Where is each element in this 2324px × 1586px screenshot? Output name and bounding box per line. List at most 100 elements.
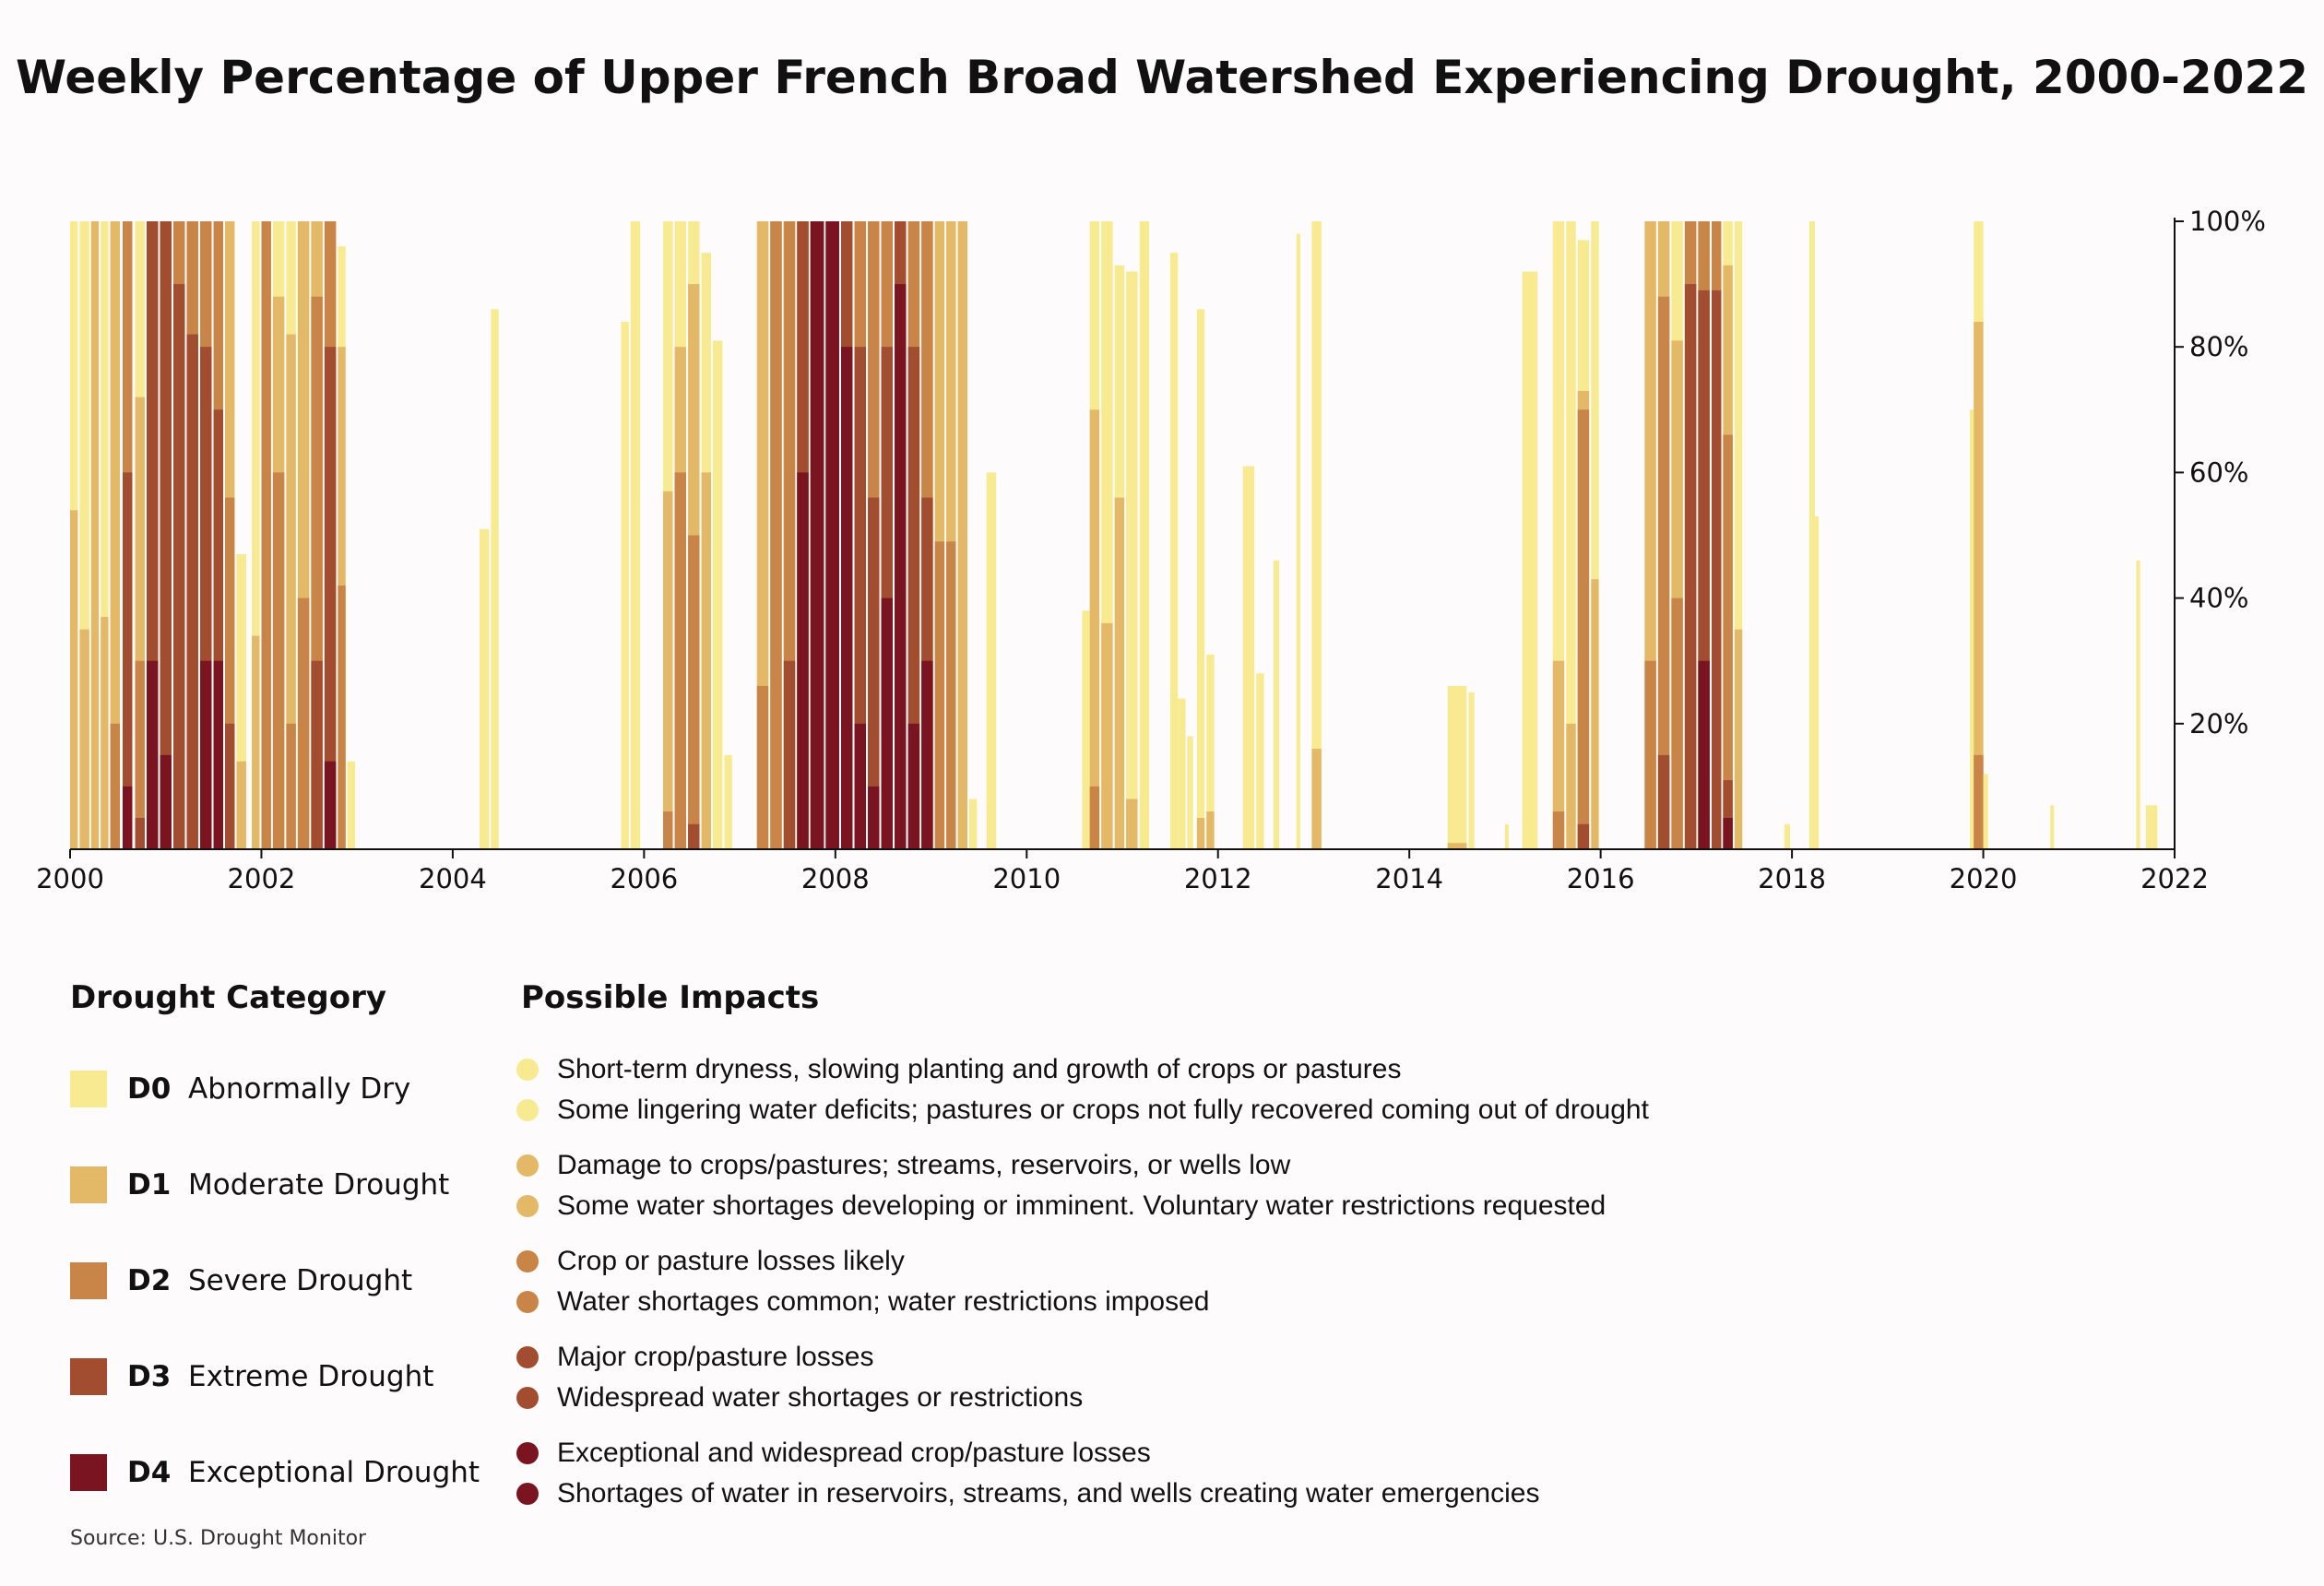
- bar-d4-46: [921, 660, 933, 849]
- bar-d4-21: [324, 761, 337, 849]
- bar-d1-83: [1734, 629, 1743, 849]
- legend-impacts-heading: Possible Impacts: [521, 979, 820, 1016]
- bar-d4-45: [907, 723, 920, 849]
- bar-d0-24: [480, 528, 490, 849]
- bar-d2-19: [297, 598, 310, 849]
- bar-d4-80: [1698, 660, 1710, 849]
- bar-d0-23: [347, 761, 356, 849]
- impact-item: Exceptional and widespread crop/pasture …: [516, 1435, 1151, 1472]
- bar-d0-57: [1139, 221, 1150, 849]
- impact-item: Widespread water shortages or restrictio…: [516, 1379, 1083, 1416]
- category-name: Severe Drought: [188, 1264, 413, 1297]
- bar-d3-20: [311, 660, 323, 849]
- bar-d3-36: [783, 660, 796, 849]
- impact-text: Short-term dryness, slowing planting and…: [557, 1054, 1402, 1084]
- bar-d2-35: [770, 221, 782, 849]
- x-tick-label-2014: 2014: [1375, 863, 1443, 894]
- bar-d1-68: [1447, 843, 1467, 849]
- bar-d0-64: [1256, 673, 1264, 849]
- legend-category-heading: Drought Category: [70, 979, 387, 1016]
- bar-d3-74: [1577, 823, 1590, 849]
- bar-d2-17: [272, 472, 285, 849]
- bar-d0-27: [630, 221, 641, 849]
- bar-d3-12: [213, 409, 223, 849]
- impact-item: Short-term dryness, slowing planting and…: [516, 1051, 1401, 1088]
- bar-d1-3: [101, 617, 109, 849]
- category-code: D0: [127, 1072, 172, 1106]
- bar-d2-48: [946, 541, 956, 849]
- bar-d3-77: [1657, 754, 1670, 849]
- bar-d1-1: [79, 629, 89, 849]
- bar-d0-70: [1504, 823, 1509, 849]
- bar-d1-48: [946, 221, 956, 849]
- impact-item: Crop or pasture losses likely: [516, 1243, 905, 1280]
- bar-d0-91: [2136, 560, 2140, 849]
- impact-item: Some water shortages developing or immin…: [516, 1188, 1606, 1225]
- impact-text: Shortages of water in reservoirs, stream…: [557, 1478, 1540, 1509]
- bar-d3-5: [123, 472, 133, 849]
- category-name: Exceptional Drought: [188, 1456, 480, 1489]
- axes-layer: 2000 2002 2004 2006 2008 2010 2012 2014 2016 2018…: [36, 206, 2266, 894]
- bar-d0-62: [1206, 654, 1215, 849]
- bar-d0-69: [1468, 692, 1475, 850]
- bar-d0-15: [252, 221, 260, 849]
- bar-d3-79: [1684, 284, 1697, 850]
- bar-d2-78: [1671, 598, 1683, 849]
- bar-d0-32: [713, 340, 723, 849]
- bar-d2-72: [1552, 811, 1565, 849]
- impact-text: Exceptional and widespread crop/pasture …: [557, 1438, 1151, 1468]
- bar-d1-14: [236, 761, 246, 849]
- bar-d4-39: [825, 221, 839, 849]
- bar-d3-82: [1723, 780, 1733, 849]
- bar-d0-65: [1273, 560, 1280, 849]
- bar-d0-89: [1983, 774, 1988, 849]
- bar-d1-88: [1974, 322, 1984, 849]
- bar-d1-54: [1101, 622, 1113, 849]
- bullet-dot-icon: [516, 1154, 539, 1177]
- bar-d2-4: [110, 723, 120, 849]
- bar-d2-76: [1644, 660, 1656, 849]
- bar-d0-92: [2145, 805, 2158, 849]
- y-tick-label-60: 60%: [2189, 456, 2248, 488]
- bar-d1-18: [286, 334, 296, 850]
- bar-d4-42: [868, 786, 880, 849]
- impact-item: Water shortages common; water restrictio…: [516, 1284, 1209, 1320]
- y-tick-label-40: 40%: [2189, 583, 2248, 614]
- bar-d3-9: [173, 284, 185, 850]
- bar-d2-53: [1089, 786, 1100, 849]
- impact-text: Major crop/pasture losses: [557, 1342, 874, 1372]
- bar-d1-75: [1591, 579, 1599, 849]
- bar-d4-7: [147, 660, 159, 849]
- x-tick-label-2020: 2020: [1950, 863, 2018, 894]
- swatch-d1: [70, 1166, 107, 1203]
- impact-text: Crop or pasture losses likely: [557, 1246, 905, 1276]
- impact-text: Damage to crops/pastures; streams, reser…: [557, 1150, 1291, 1180]
- bullet-dot-icon: [516, 1195, 539, 1217]
- impact-text: Some lingering water deficits; pastures …: [557, 1095, 1649, 1125]
- y-tick-label-80: 80%: [2189, 331, 2248, 362]
- bar-d1-49: [957, 221, 967, 849]
- bar-d4-11: [200, 660, 212, 849]
- category-code: D4: [127, 1456, 172, 1489]
- bar-d0-83: [1734, 221, 1743, 849]
- bar-d1-62: [1206, 811, 1215, 849]
- x-tick-label-2018: 2018: [1758, 863, 1826, 894]
- category-code: D3: [127, 1360, 172, 1393]
- category-row-d1: D1 Moderate Drought: [70, 1166, 449, 1204]
- bar-d0-75: [1591, 221, 1599, 849]
- bar-d4-40: [841, 347, 853, 849]
- category-row-d3: D3 Extreme Drought: [70, 1357, 433, 1396]
- bar-d0-90: [2050, 805, 2055, 849]
- bar-d4-41: [854, 723, 866, 849]
- bar-d2-30: [688, 535, 700, 849]
- bar-d1-31: [701, 472, 711, 849]
- bar-d0-33: [724, 754, 732, 849]
- bar-d4-5: [123, 786, 133, 849]
- category-name: Extreme Drought: [188, 1360, 434, 1393]
- bar-d0-86: [1815, 516, 1820, 849]
- bar-d0-84: [1784, 823, 1790, 849]
- bar-d0-3: [101, 221, 109, 849]
- bullet-dot-icon: [516, 1059, 539, 1081]
- bar-d2-28: [663, 811, 673, 849]
- bar-d3-42: [868, 497, 880, 849]
